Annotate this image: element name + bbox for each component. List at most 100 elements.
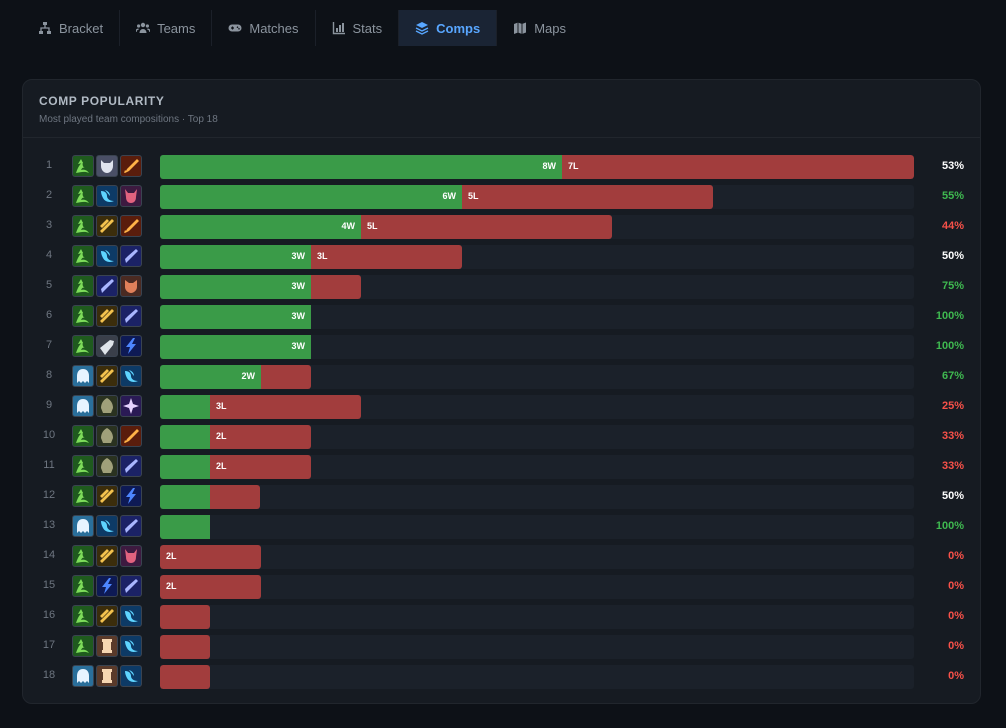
ice-champion-icon[interactable] xyxy=(120,575,142,597)
wave-champion-icon[interactable] xyxy=(120,635,142,657)
tab-stats[interactable]: Stats xyxy=(316,10,400,46)
comp-row[interactable]: 7 3W 100% xyxy=(23,332,980,362)
green-champion-icon[interactable] xyxy=(72,245,94,267)
win-loss-bar[interactable]: 3W xyxy=(160,335,914,359)
win-loss-bar[interactable]: 8W 7L xyxy=(160,155,914,179)
comp-row[interactable]: 9 3L 25% xyxy=(23,392,980,422)
comp-row[interactable]: 15 2L 0% xyxy=(23,572,980,602)
comp-row[interactable]: 1 8W 7L 53% xyxy=(23,152,980,182)
comp-row[interactable]: 13 100% xyxy=(23,512,980,542)
ice-champion-icon[interactable] xyxy=(120,515,142,537)
green-champion-icon[interactable] xyxy=(72,335,94,357)
hood-champion-icon[interactable] xyxy=(96,455,118,477)
tab-maps[interactable]: Maps xyxy=(497,10,582,46)
win-loss-bar[interactable]: 2L xyxy=(160,455,914,479)
green-champion-icon[interactable] xyxy=(72,425,94,447)
ice-champion-icon[interactable] xyxy=(120,245,142,267)
hood-champion-icon[interactable] xyxy=(96,395,118,417)
demon-champion-icon[interactable] xyxy=(120,185,142,207)
win-loss-bar[interactable]: 2W xyxy=(160,365,914,389)
green-champion-icon[interactable] xyxy=(72,155,94,177)
win-loss-bar[interactable] xyxy=(160,665,914,689)
comp-row[interactable]: 8 2W 67% xyxy=(23,362,980,392)
green-champion-icon[interactable] xyxy=(72,605,94,627)
scroll-champion-icon[interactable] xyxy=(96,635,118,657)
wave-champion-icon[interactable] xyxy=(96,185,118,207)
comp-row[interactable]: 10 2L 33% xyxy=(23,422,980,452)
win-loss-bar[interactable]: 3L xyxy=(160,395,914,419)
win-loss-bar[interactable]: 3W 3L xyxy=(160,245,914,269)
win-loss-bar[interactable] xyxy=(160,515,914,539)
win-loss-bar[interactable] xyxy=(160,485,914,509)
green-champion-icon[interactable] xyxy=(72,275,94,297)
gold-champion-icon[interactable] xyxy=(96,545,118,567)
fire-champion-icon[interactable] xyxy=(120,425,142,447)
win-loss-bar[interactable]: 4W 5L xyxy=(160,215,914,239)
fire-champion-icon[interactable] xyxy=(120,155,142,177)
gold-champion-icon[interactable] xyxy=(96,305,118,327)
comp-row[interactable]: 5 3W 75% xyxy=(23,272,980,302)
ghost-champion-icon[interactable] xyxy=(72,665,94,687)
ice-champion-icon[interactable] xyxy=(120,455,142,477)
comp-row[interactable]: 14 2L 0% xyxy=(23,542,980,572)
gold-champion-icon[interactable] xyxy=(96,215,118,237)
comp-row[interactable]: 12 50% xyxy=(23,482,980,512)
ghost-champion-icon[interactable] xyxy=(72,515,94,537)
tab-teams[interactable]: Teams xyxy=(120,10,213,46)
ghost-champion-icon[interactable] xyxy=(72,395,94,417)
demon-champion-icon[interactable] xyxy=(120,545,142,567)
green-champion-icon[interactable] xyxy=(72,575,94,597)
green-champion-icon[interactable] xyxy=(72,635,94,657)
tab-bracket[interactable]: Bracket xyxy=(22,10,121,46)
fire-champion-icon[interactable] xyxy=(120,215,142,237)
blade-champion-icon[interactable] xyxy=(96,335,118,357)
wins-segment xyxy=(160,275,311,299)
tab-comps[interactable]: Comps xyxy=(399,10,498,46)
win-loss-bar[interactable] xyxy=(160,605,914,629)
ghost-champion-icon[interactable] xyxy=(72,365,94,387)
wave-champion-icon[interactable] xyxy=(120,605,142,627)
green-champion-icon[interactable] xyxy=(72,215,94,237)
gold-champion-icon[interactable] xyxy=(96,485,118,507)
tab-label: Bracket xyxy=(59,20,104,36)
wolf-champion-icon[interactable] xyxy=(96,155,118,177)
wave-champion-icon[interactable] xyxy=(96,245,118,267)
comp-row[interactable]: 4 3W 3L 50% xyxy=(23,242,980,272)
green-champion-icon[interactable] xyxy=(72,305,94,327)
comp-row[interactable]: 6 3W 100% xyxy=(23,302,980,332)
losses-segment xyxy=(160,605,210,629)
win-loss-bar[interactable] xyxy=(160,635,914,659)
win-loss-bar[interactable]: 2L xyxy=(160,545,914,569)
comp-row[interactable]: 16 0% xyxy=(23,602,980,632)
green-champion-icon[interactable] xyxy=(72,485,94,507)
win-loss-bar[interactable]: 2L xyxy=(160,575,914,599)
hood-champion-icon[interactable] xyxy=(96,425,118,447)
wave-champion-icon[interactable] xyxy=(120,665,142,687)
bolt-champion-icon[interactable] xyxy=(120,335,142,357)
win-loss-bar[interactable]: 3W xyxy=(160,305,914,329)
comp-row[interactable]: 11 2L 33% xyxy=(23,452,980,482)
comp-row[interactable]: 3 4W 5L 44% xyxy=(23,212,980,242)
wave-champion-icon[interactable] xyxy=(96,515,118,537)
bolt-champion-icon[interactable] xyxy=(96,575,118,597)
tab-matches[interactable]: Matches xyxy=(212,10,316,46)
arcane-champion-icon[interactable] xyxy=(120,395,142,417)
rogue-champion-icon[interactable] xyxy=(120,275,142,297)
comp-row[interactable]: 2 6W 5L 55% xyxy=(23,182,980,212)
comp-row[interactable]: 17 0% xyxy=(23,632,980,662)
wave-champion-icon[interactable] xyxy=(120,365,142,387)
wins-segment xyxy=(160,485,210,509)
green-champion-icon[interactable] xyxy=(72,545,94,567)
gold-champion-icon[interactable] xyxy=(96,365,118,387)
comp-row[interactable]: 18 0% xyxy=(23,662,980,692)
gold-champion-icon[interactable] xyxy=(96,605,118,627)
green-champion-icon[interactable] xyxy=(72,455,94,477)
win-loss-bar[interactable]: 3W xyxy=(160,275,914,299)
win-loss-bar[interactable]: 6W 5L xyxy=(160,185,914,209)
bolt-champion-icon[interactable] xyxy=(120,485,142,507)
win-loss-bar[interactable]: 2L xyxy=(160,425,914,449)
ice-champion-icon[interactable] xyxy=(120,305,142,327)
ice-champion-icon[interactable] xyxy=(96,275,118,297)
green-champion-icon[interactable] xyxy=(72,185,94,207)
scroll-champion-icon[interactable] xyxy=(96,665,118,687)
